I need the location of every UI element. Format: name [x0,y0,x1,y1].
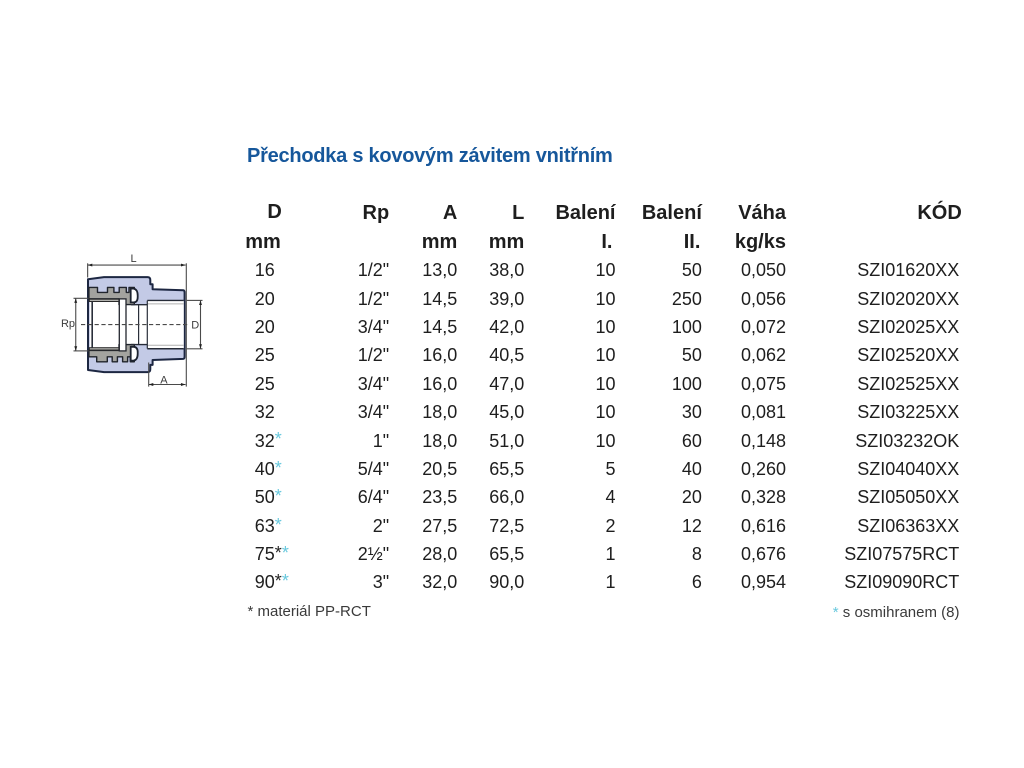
svg-text:D: D [191,319,199,331]
svg-text:A: A [160,375,168,387]
svg-text:Rp: Rp [61,318,75,330]
svg-text:L: L [130,253,136,265]
